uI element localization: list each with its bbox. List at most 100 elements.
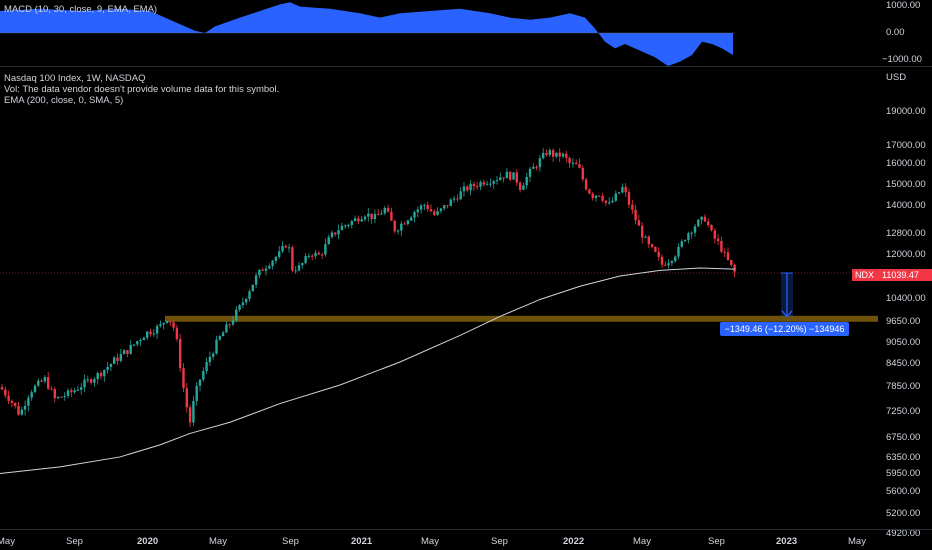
candle-body	[307, 255, 311, 257]
candle-body	[245, 299, 248, 303]
candle-body	[565, 153, 568, 158]
candle-body	[119, 354, 122, 361]
candle-body	[680, 241, 683, 247]
time-axis-label: 2023	[776, 536, 798, 547]
candle-body	[584, 179, 588, 190]
candle-body	[215, 339, 218, 354]
candle-body	[152, 333, 155, 335]
macd-axis-label: 0.00	[886, 27, 905, 38]
candle-body	[281, 245, 284, 252]
candle-body	[604, 200, 608, 203]
candle-body	[373, 214, 377, 220]
candle-body	[594, 195, 598, 198]
time-axis[interactable]: May Sep 2020 May Sep 2021 May Sep 2022 May Sep 2023…	[0, 530, 932, 550]
candle-body	[169, 321, 172, 323]
candle-body	[720, 240, 723, 252]
candle-body	[80, 387, 83, 390]
candle-body	[677, 246, 680, 257]
candle-body	[304, 256, 307, 264]
candle-body	[726, 252, 730, 260]
candle-body	[56, 396, 60, 399]
time-axis-label: May	[848, 536, 866, 547]
candle-body	[707, 221, 710, 226]
candle-body	[697, 219, 700, 227]
symbol-title[interactable]: Nasdaq 100 Index, 1W, NASDAQ	[4, 73, 146, 84]
candle-body	[93, 379, 96, 383]
candle-body	[175, 327, 179, 340]
candle-body	[291, 247, 294, 271]
candle-body	[657, 251, 660, 257]
candle-body	[469, 183, 472, 191]
macd-axis[interactable]: 1000.00 0.00 −1000.00	[880, 0, 932, 66]
candle-body	[423, 204, 426, 206]
candle-body	[66, 390, 70, 396]
candle-body	[578, 164, 581, 168]
price-axis-label: 6750.00	[886, 432, 921, 443]
candle-body	[179, 339, 182, 369]
candle-body	[499, 177, 502, 181]
candle-body	[103, 369, 106, 377]
price-axis-label: 14000.00	[886, 200, 926, 211]
candle-body	[20, 409, 23, 415]
candle-body	[509, 171, 512, 180]
measure-tool	[781, 272, 793, 318]
candle-body	[360, 219, 363, 222]
candle-body	[297, 265, 301, 271]
macd-histogram	[0, 2, 735, 66]
ema-legend[interactable]: EMA (200, close, 0, SMA, 5)	[4, 95, 124, 106]
price-pane[interactable]: Nasdaq 100 Index, 1W, NASDAQ Vol: The da…	[0, 68, 880, 528]
candle-body	[518, 182, 522, 190]
candle-body	[436, 211, 439, 215]
measure-tool-label[interactable]: −1349.46 (−12.20%) −134946	[720, 322, 849, 336]
candle-body	[126, 350, 129, 354]
macd-pane[interactable]: MACD (10, 30, close, 9, EMA, EMA)	[0, 0, 880, 66]
candle-body	[433, 211, 436, 215]
candle-body	[621, 186, 624, 193]
price-axis-label: 5950.00	[886, 468, 921, 479]
candle-body	[60, 396, 63, 398]
candle-body	[30, 392, 33, 398]
candle-body	[670, 261, 674, 264]
time-axis-label: Sep	[491, 536, 508, 547]
candle-body	[330, 232, 334, 238]
candle-body	[254, 275, 258, 285]
volume-note: Vol: The data vendor doesn't provide vol…	[4, 84, 280, 95]
last-price-value: 11039.47	[882, 270, 919, 280]
candle-body	[367, 213, 370, 217]
candle-body	[716, 238, 720, 241]
pane-separator[interactable]	[0, 66, 932, 67]
candle-body	[489, 183, 492, 185]
macd-legend[interactable]: MACD (10, 30, close, 9, EMA, EMA)	[4, 4, 158, 15]
candle-body	[515, 172, 518, 183]
candle-body	[251, 284, 254, 292]
candle-body	[334, 232, 337, 235]
candle-body	[271, 260, 274, 266]
candle-body	[314, 252, 317, 257]
price-axis-label: 6350.00	[886, 452, 921, 463]
candle-body	[617, 192, 621, 194]
candle-body	[449, 199, 452, 206]
candle-body	[687, 233, 690, 240]
candle-body	[23, 405, 27, 410]
candle-body	[195, 385, 198, 401]
candle-body	[162, 322, 165, 325]
candle-body	[426, 204, 429, 210]
time-axis-separator	[0, 529, 932, 530]
candle-body	[588, 189, 591, 194]
candle-body	[505, 171, 509, 179]
candle-body	[548, 150, 551, 155]
candle-body	[241, 302, 245, 306]
candle-body	[274, 256, 278, 261]
candle-body	[502, 177, 505, 179]
candle-body	[350, 221, 353, 225]
candle-body	[337, 230, 340, 235]
candle-body	[528, 168, 532, 177]
candle-body	[76, 389, 80, 391]
time-axis-label: Sep	[282, 536, 299, 547]
candle-body	[703, 216, 707, 222]
price-axis[interactable]: USD 19000.00 17000.00 16000.00 15000.00 1400…	[880, 68, 932, 539]
candle-body	[627, 192, 631, 205]
candle-body	[218, 336, 221, 340]
candle-body	[479, 182, 482, 187]
candle-body	[413, 212, 416, 218]
